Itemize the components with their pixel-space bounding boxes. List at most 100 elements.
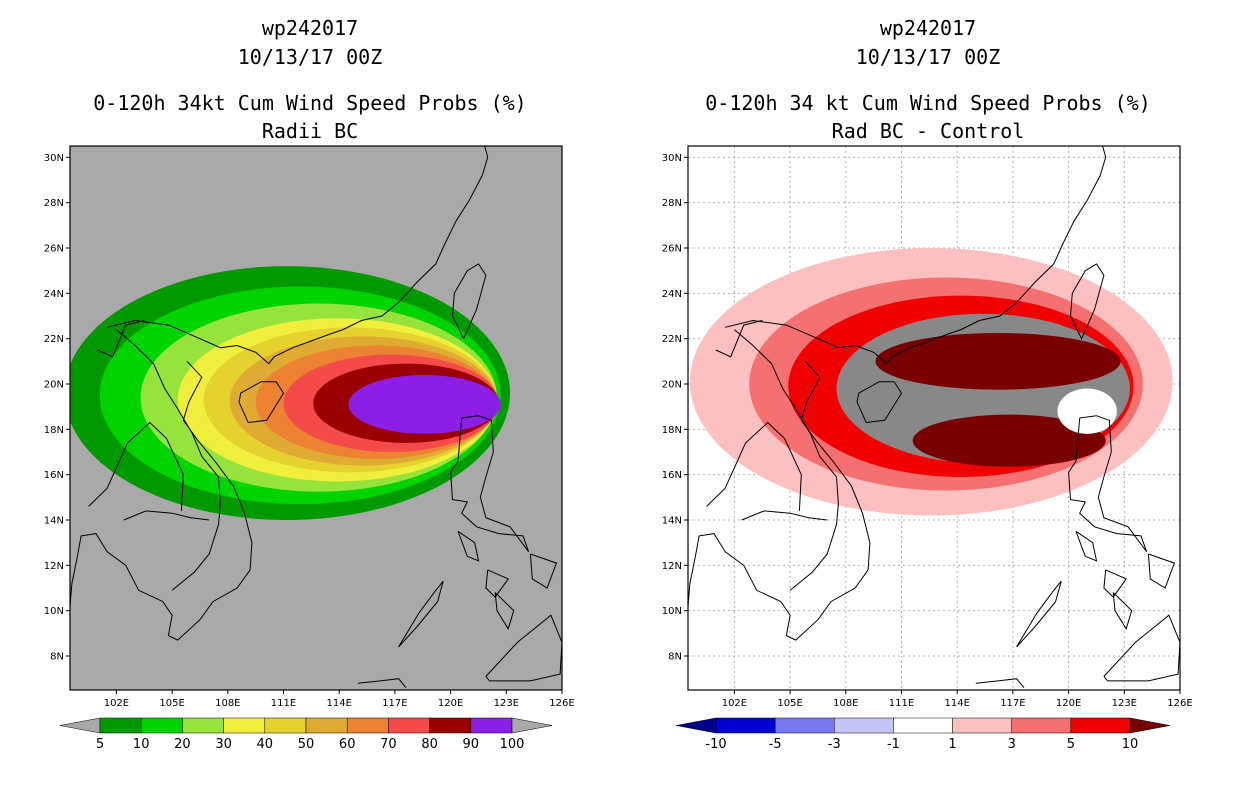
lat-tick-label: 20N	[44, 380, 64, 391]
coastline	[1075, 530, 1098, 562]
coastline	[162, 360, 253, 641]
colorbar-swatch	[388, 717, 430, 734]
chart-title: 0-120h 34 kt Cum Wind Speed Probs (%)	[705, 91, 1151, 115]
colorbar-label: 5	[96, 737, 104, 752]
colorbar-label: 70	[380, 737, 397, 752]
coastline	[88, 421, 184, 511]
coastline	[1103, 614, 1180, 682]
contour-fills	[70, 146, 562, 689]
lon-tick-label: 117E	[1000, 698, 1025, 709]
storm-id-title: wp242017	[880, 16, 976, 40]
coastline	[485, 614, 562, 682]
datetime-title: 10/13/17 00Z	[238, 45, 383, 69]
lat-tick-label: 22N	[662, 334, 682, 345]
lat-tick-label: 18N	[44, 425, 64, 436]
colorbar-end-high	[511, 717, 553, 734]
contour-low-pocket	[1057, 388, 1117, 434]
coastline	[724, 146, 1107, 365]
coastline	[450, 415, 530, 552]
lon-tick-label: 117E	[382, 698, 407, 709]
chart-subtitle: Radii BC	[262, 119, 358, 143]
coastline	[734, 329, 839, 591]
lat-tick-label: 28N	[662, 198, 682, 209]
contour-level-90	[348, 374, 501, 434]
coastline	[1016, 580, 1062, 648]
datetime-title: 10/13/17 00Z	[856, 45, 1001, 69]
colorbar-label: 3	[1008, 737, 1016, 752]
colorbar-swatch	[140, 717, 183, 734]
lat-tick-label: 24N	[662, 289, 682, 300]
colorbar-label: -1	[887, 737, 900, 752]
colorbar-swatch	[470, 717, 513, 734]
colorbar-end-low	[675, 717, 717, 734]
colorbar-label: 20	[174, 737, 191, 752]
lon-tick-label: 105E	[159, 698, 184, 709]
lon-tick-label: 114E	[945, 698, 970, 709]
lon-tick-label: 108E	[833, 698, 858, 709]
lon-tick-label: 120E	[438, 698, 463, 709]
coastlines	[688, 146, 1180, 689]
lon-tick-label: 102E	[722, 698, 747, 709]
colorbar-swatch	[264, 717, 307, 734]
coastline	[123, 510, 210, 521]
coastline	[106, 146, 489, 365]
panel-radii-bc: wp242017 10/13/17 00Z 0-120h 34kt Cum Wi…	[44, 16, 575, 752]
coastline	[975, 678, 1025, 689]
coastline	[1147, 553, 1176, 589]
lat-tick-label: 28N	[44, 198, 64, 209]
colorbar-label: -10	[705, 737, 726, 752]
colorbar-label: 5	[1067, 737, 1075, 752]
colorbar-swatch	[223, 717, 266, 734]
lat-tick-label: 14N	[662, 516, 682, 527]
coastline	[238, 381, 285, 424]
colorbar-label: 60	[339, 737, 356, 752]
lon-tick-label: 123E	[494, 698, 519, 709]
lon-tick-label: 111E	[271, 698, 296, 709]
lat-tick-label: 12N	[662, 561, 682, 572]
colorbar-swatch	[182, 717, 224, 734]
lat-tick-label: 26N	[662, 244, 682, 255]
colorbar-label: 90	[463, 737, 480, 752]
plot-area: 8N 10N 12N 14N 16N 18N 20N 22N 24N 26N 28N 30N 102E 1…	[662, 145, 1193, 709]
chart-subtitle: Rad BC - Control	[832, 119, 1025, 143]
coastline	[529, 553, 558, 589]
colorbar-swatch	[834, 717, 894, 734]
lon-tick-label: 126E	[549, 698, 574, 709]
lon-tick-label: 120E	[1056, 698, 1081, 709]
colorbar-swatch	[1011, 717, 1072, 734]
lon-tick-label: 126E	[1167, 698, 1192, 709]
colorbar-swatch	[893, 717, 953, 734]
coastline	[398, 580, 444, 648]
lon-tick-label: 123E	[1112, 698, 1137, 709]
colorbar-label: 40	[257, 737, 274, 752]
colorbar-end-high	[1129, 717, 1171, 734]
colorbar-label: 80	[421, 737, 438, 752]
coastline	[70, 533, 164, 607]
coastline	[452, 263, 487, 340]
lat-tick-label: 16N	[44, 470, 64, 481]
coastline	[1070, 263, 1105, 340]
colorbar-swatch	[715, 717, 776, 734]
lon-tick-label: 108E	[215, 698, 240, 709]
colorbar-label: 50	[298, 737, 315, 752]
colorbar-swatch	[305, 717, 348, 734]
lon-tick-label: 105E	[777, 698, 802, 709]
lat-tick-label: 20N	[662, 380, 682, 391]
coastlines	[70, 146, 562, 689]
lat-tick-label: 22N	[44, 334, 64, 345]
lat-tick-label: 18N	[662, 425, 682, 436]
coastline	[97, 320, 145, 358]
lat-tick-label: 8N	[50, 652, 64, 663]
lat-tick-label: 14N	[44, 516, 64, 527]
colorbar-swatch	[1070, 717, 1131, 734]
colorbar-label: -5	[769, 737, 782, 752]
plot-frame	[687, 145, 1181, 691]
colorbar-swatch	[774, 717, 835, 734]
contour-max-region	[912, 414, 1106, 467]
colorbar: -10 -5 -3 -1 1 3 5 10	[675, 717, 1171, 752]
storm-id-title: wp242017	[262, 16, 358, 40]
coastline	[494, 592, 515, 631]
coastline	[780, 360, 871, 641]
lat-tick-label: 16N	[662, 470, 682, 481]
